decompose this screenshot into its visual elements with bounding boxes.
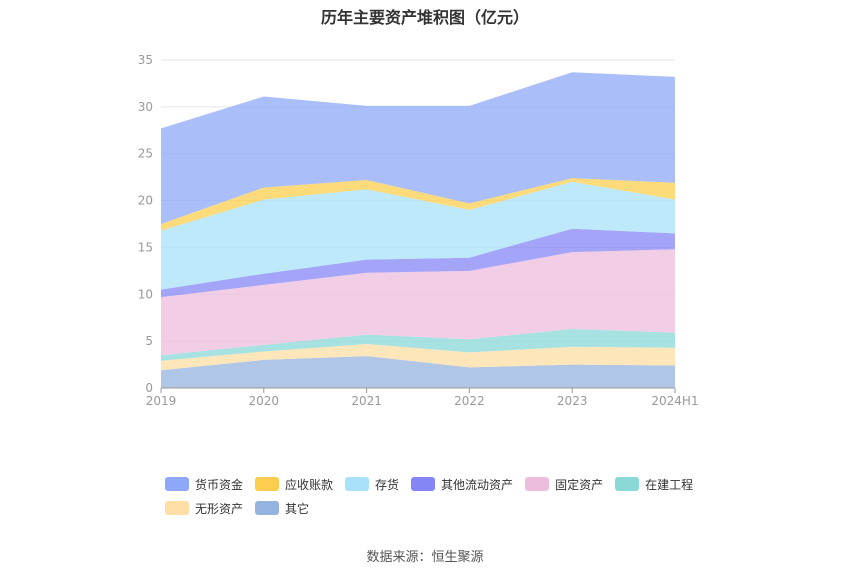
y-tick-label: 0 [145, 381, 153, 395]
area-series-2 [161, 329, 675, 361]
area-series-5 [161, 181, 675, 290]
legend-label: 无形资产 [195, 501, 244, 516]
legend-label: 固定资产 [555, 477, 604, 492]
x-tick-label: 2020 [249, 394, 280, 408]
legend-swatch [165, 501, 189, 515]
area-series-0 [161, 356, 675, 388]
legend-label: 其他流动资产 [441, 477, 514, 492]
legend-swatch [165, 477, 189, 491]
legend-item[interactable]: 固定资产 [525, 472, 603, 496]
y-tick-label: 20 [138, 194, 153, 208]
legend-label: 存货 [375, 477, 400, 492]
chart-legend: 货币资金 应收账款 存货 其他流动资产 固定资产 在建工程无形资产 其它 [165, 472, 725, 520]
legend-swatch [345, 477, 370, 491]
area-series-7 [161, 72, 675, 224]
y-tick-label: 25 [138, 147, 153, 161]
legend-label: 在建工程 [645, 477, 694, 492]
y-tick-label: 15 [138, 240, 153, 254]
legend-item[interactable]: 货币资金 [165, 472, 243, 496]
legend-swatch [255, 477, 280, 491]
chart-title: 历年主要资产堆积图（亿元） [320, 8, 529, 27]
legend-swatch [615, 477, 640, 491]
x-tick-label: 2019 [146, 394, 177, 408]
x-tick-label: 2024H1 [651, 394, 698, 408]
area-series-4 [161, 228, 675, 298]
y-tick-label: 10 [138, 287, 153, 301]
area-series-1 [161, 344, 675, 371]
x-tick-label: 2023 [557, 394, 588, 408]
legend-item[interactable]: 其他流动资产 [411, 472, 513, 496]
data-source-note: 数据来源：恒生聚源 [366, 550, 484, 565]
y-tick-label: 30 [138, 100, 153, 114]
legend-item[interactable]: 其它 [255, 496, 309, 520]
legend-label: 其它 [285, 501, 310, 516]
legend-swatch [411, 477, 436, 491]
legend-swatch [255, 501, 280, 515]
x-tick-label: 2022 [454, 394, 485, 408]
area-series-3 [161, 249, 675, 356]
legend-item[interactable]: 应收账款 [255, 472, 333, 496]
legend-label: 货币资金 [195, 477, 244, 492]
stacked-area-chart: 0 5 10 15 20 25 30 35 2019 2020 2021 2022 2023 2024H1 [138, 53, 699, 408]
legend-item[interactable]: 无形资产 [165, 496, 243, 520]
area-series-6 [161, 178, 675, 231]
legend-swatch [525, 477, 550, 491]
y-tick-label: 35 [138, 53, 153, 67]
legend-item[interactable]: 在建工程 [615, 472, 693, 496]
legend-item[interactable]: 存货 [345, 472, 399, 496]
x-tick-label: 2021 [351, 394, 382, 408]
y-tick-label: 5 [145, 334, 153, 348]
legend-label: 应收账款 [285, 477, 334, 492]
